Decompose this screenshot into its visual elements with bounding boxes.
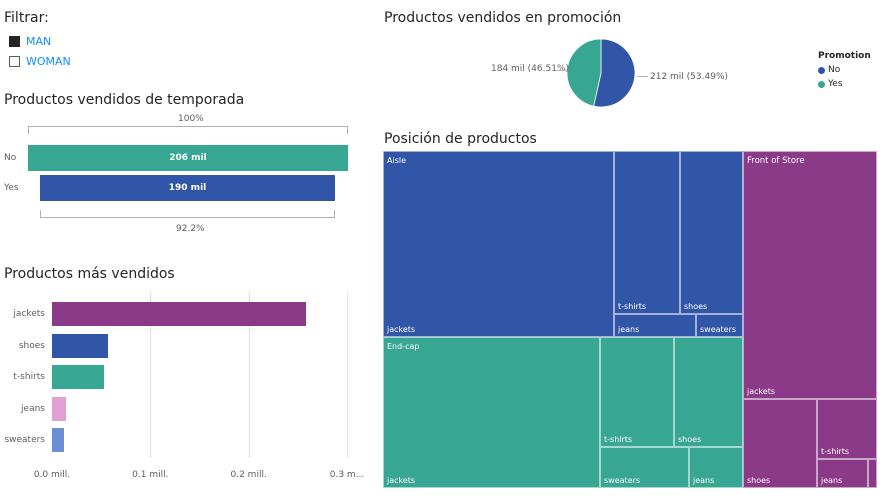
treemap-item-label: t-shirts — [821, 447, 850, 456]
checkbox-unchecked-icon[interactable] — [9, 55, 20, 67]
legend-dot-icon — [818, 80, 825, 88]
funnel-value-no: 206 mil — [169, 153, 207, 163]
treemap-item-label: jeans — [821, 476, 843, 485]
legend-item-no[interactable]: No — [818, 65, 871, 75]
legend-label: No — [828, 65, 841, 75]
gridline — [150, 292, 152, 457]
treemap-group-label: Aisle — [387, 156, 407, 165]
treemap-item-label: jackets — [387, 325, 416, 334]
treemap-cell-endcap-jackets[interactable]: End-cap jackets — [383, 337, 600, 488]
treemap-group-label: Front of Store — [747, 156, 805, 166]
treemap-cell-aisle-tshirts[interactable]: t-shirts — [614, 151, 680, 314]
season-title: Productos vendidos de temporada — [4, 92, 245, 108]
treemap-item-label: shoes — [747, 476, 771, 485]
treemap-item-label: shoes — [684, 302, 708, 311]
treemap-cell-front-other[interactable] — [868, 459, 877, 488]
funnel-bracket-top — [28, 126, 348, 134]
filter-option-man[interactable]: MAN — [9, 33, 71, 49]
bar-shoes[interactable] — [52, 333, 109, 358]
category-label: shoes — [18, 340, 45, 351]
legend-label: Yes — [828, 79, 843, 89]
bar-t-shirts[interactable] — [52, 365, 105, 389]
bestsellers-title: Productos más vendidos — [4, 266, 175, 282]
pie-leader-no — [637, 76, 648, 77]
filter-options: MAN WOMAN — [9, 33, 71, 69]
treemap-cell-front-jeans[interactable]: jeans — [817, 459, 868, 488]
treemap-cell-endcap-jeans[interactable]: jeans — [689, 447, 743, 488]
treemap-group-label: End-cap — [387, 342, 420, 351]
treemap-cell-front-tshirts[interactable]: t-shirts — [817, 399, 877, 459]
legend-title: Promotion — [818, 51, 871, 61]
treemap-cell-aisle-sweaters[interactable]: sweaters — [696, 314, 743, 337]
x-tick-label: 0.0 mill. — [33, 470, 71, 480]
gridline — [347, 292, 348, 457]
pie-slice-yes[interactable] — [566, 38, 602, 107]
treemap-cell-endcap-sweaters[interactable]: sweaters — [600, 447, 689, 488]
funnel-bar-yes[interactable]: 190 mil — [40, 175, 335, 201]
promo-title: Productos vendidos en promoción — [384, 10, 622, 26]
funnel-bracket-bottom — [40, 210, 335, 218]
legend-dot-icon — [818, 66, 825, 74]
funnel-value-yes: 190 mil — [168, 183, 207, 193]
promo-pie — [566, 38, 636, 108]
pie-leader-yes — [557, 70, 566, 71]
filter-option-label: MAN — [26, 34, 52, 48]
bestsellers-chart: 0.0 mill. 0.1 mill. 0.2 mill. 0.3 m... jacke… — [0, 290, 370, 490]
treemap-cell-front-jackets[interactable]: Front of Store jackets — [743, 151, 877, 399]
filter-option-label: WOMAN — [26, 54, 71, 68]
treemap-cell-front-shoes[interactable]: shoes — [743, 399, 817, 488]
bar-jackets[interactable] — [52, 302, 306, 326]
x-tick-label: 0.1 mill. — [132, 470, 169, 480]
bar-jeans[interactable] — [52, 396, 66, 421]
category-label: t-shirts — [13, 372, 45, 382]
category-label: jackets — [13, 309, 45, 319]
treemap-title: Posición de productos — [384, 131, 537, 147]
funnel-label-yes: Yes — [4, 183, 19, 193]
legend-item-yes[interactable]: Yes — [818, 79, 871, 89]
treemap-item-label: jackets — [747, 387, 776, 396]
treemap-cell-aisle-jeans[interactable]: jeans — [614, 314, 696, 337]
season-bottom-pct: 92.2% — [176, 224, 205, 234]
category-label: jeans — [21, 403, 45, 414]
filter-title: Filtrar: — [4, 10, 49, 26]
x-tick-label: 0.2 mill. — [230, 470, 267, 480]
category-label: sweaters — [4, 435, 45, 445]
treemap-item-label: sweaters — [700, 325, 737, 334]
treemap-cell-endcap-tshirts[interactable]: t-shirts — [600, 337, 674, 447]
gridline — [248, 292, 250, 457]
treemap-item-label: t-shirts — [618, 302, 647, 311]
treemap-cell-aisle-jackets[interactable]: Aisle jackets — [383, 151, 614, 337]
treemap-item-label: jackets — [387, 476, 416, 485]
funnel-bar-no[interactable]: 206 mil — [28, 145, 348, 171]
treemap-item-label: sweaters — [604, 476, 641, 485]
checkbox-checked-icon[interactable] — [9, 35, 20, 47]
treemap-item-label: jeans — [618, 325, 640, 334]
season-top-pct: 100% — [178, 114, 204, 124]
x-tick-label: 0.3 m... — [329, 470, 365, 480]
pie-slice-no[interactable] — [593, 38, 636, 108]
treemap-item-label: jeans — [693, 476, 715, 485]
treemap-item-label: t-shirts — [604, 435, 633, 444]
bar-sweaters[interactable] — [52, 428, 64, 452]
filter-option-woman[interactable]: WOMAN — [9, 53, 71, 69]
pie-label-no: 212 mil (53.49%) — [650, 72, 729, 82]
treemap-cell-aisle-shoes[interactable]: shoes — [680, 151, 743, 314]
promo-legend: Promotion No Yes — [818, 51, 871, 89]
funnel-label-no: No — [4, 153, 17, 163]
pie-label-yes: 184 mil (46.51%) — [491, 64, 570, 74]
treemap-cell-endcap-shoes[interactable]: shoes — [674, 337, 743, 447]
treemap-item-label: shoes — [678, 435, 702, 444]
